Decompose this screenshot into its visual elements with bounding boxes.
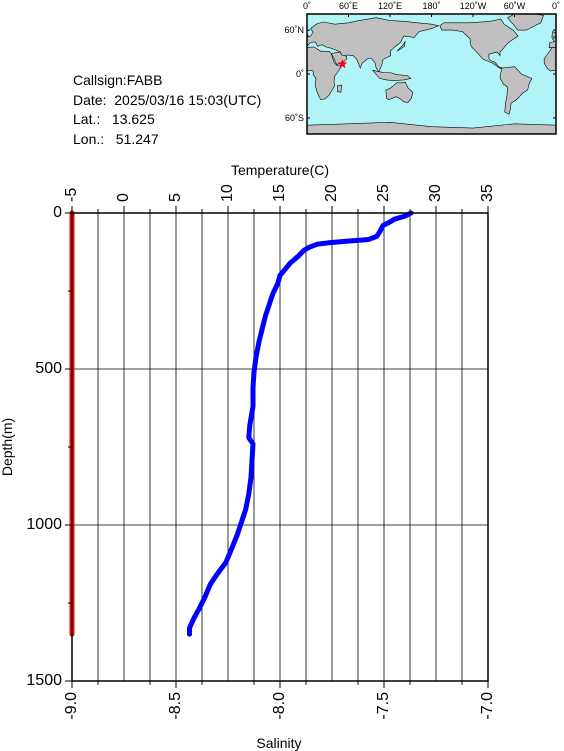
map-lon-label: 0˚ [303,1,311,11]
map-land-japan [148,41,156,51]
map-land-antarctica [555,124,556,134]
map-land-north-america [439,18,519,70]
map-land-antarctica [307,121,556,134]
temperature-tick-label: 20 [323,184,340,202]
temperature-tick-label: -5 [63,188,80,202]
depth-tick-label: 1500 [26,672,62,689]
temperature-tick-label: 15 [271,184,288,202]
station-info: Callsign:FABB Date: 2025/03/16 15:03(UTC… [73,71,261,149]
map-land-greenland [10,13,46,30]
temperature-tick-label: 35 [479,184,496,202]
map-land-africa [543,47,556,72]
temperature-tick-label: 0 [115,193,132,202]
salinity-tick-label: -8.0 [271,692,288,720]
map-land-madagascar [88,85,92,92]
map-lon-label: 60˚E [339,1,358,11]
map-land-africa [307,46,343,100]
map-lon-label: 60˚W [504,1,526,11]
map-land-australia [385,81,414,103]
map-lon-label: 0˚ [552,1,560,11]
location-map: 0˚ 60˚E 120˚E 180˚ 120˚W 60˚W 0˚ 60˚N 0˚ 60˚S [0,1,560,135]
map-land-south-america [2,67,34,115]
depth-tick-label: 500 [35,360,62,377]
temperature-tick-label: 30 [427,184,444,202]
bottom-axis-title: Salinity [256,735,301,751]
temperature-tick-label: 25 [375,184,392,202]
depth-tick-label: 0 [53,204,62,221]
map-lon-label: 120˚E [378,1,402,11]
map-lat-label: 60˚N [284,25,304,35]
map-land [0,13,556,134]
top-axis-title: Temperature(C) [231,162,329,178]
map-land-uk [54,32,60,38]
salinity-tick-label: -7.5 [375,692,392,720]
salinity-tick-label: -9.0 [63,692,80,720]
map-land-north-america [191,19,269,69]
map-land-south-america [251,67,283,115]
map-land-south-america [499,66,533,115]
map-land-japan [396,40,406,52]
map-land-australia [137,82,164,103]
temperature-tick-label: 10 [219,184,236,202]
map-land-eurasia [51,18,189,72]
map-land-indonesia [124,70,162,80]
map-land-antarctica [307,124,308,134]
temperature-tick-label: 5 [167,193,184,202]
map-land-north-america [0,19,20,69]
map-lat-label: 0˚ [296,69,304,79]
map-lon-label: 120˚W [460,1,487,11]
map-land-madagascar [337,84,342,93]
plot-area: -5 0 5 10 15 20 25 30 35-9.0 -8.5 -8.0 -7.5 -7.00500… [0,162,496,751]
map-land-africa [46,47,93,100]
map-lon-label: 180˚ [422,1,440,11]
map-land-arabia [82,52,98,65]
map-land-eurasia [548,37,556,48]
location-marker [337,59,348,69]
date-text: Date: 2025/03/16 15:03(UTC) [73,91,262,108]
salinity-tick-label: -8.5 [167,692,184,720]
depth-tick-label: 1000 [26,516,62,533]
map-lat-label: 60˚S [285,113,304,123]
map-land-indonesia [371,69,412,81]
lat-text: Lat.: 13.625 [73,111,155,127]
lon-text: Lon.: 51.247 [73,130,159,147]
y-axis-title: Depth(m) [0,418,15,476]
salinity-tick-label: -7.0 [479,692,496,720]
temperature-profile-line [187,210,414,637]
callsign-text: Callsign:FABB [73,72,163,88]
